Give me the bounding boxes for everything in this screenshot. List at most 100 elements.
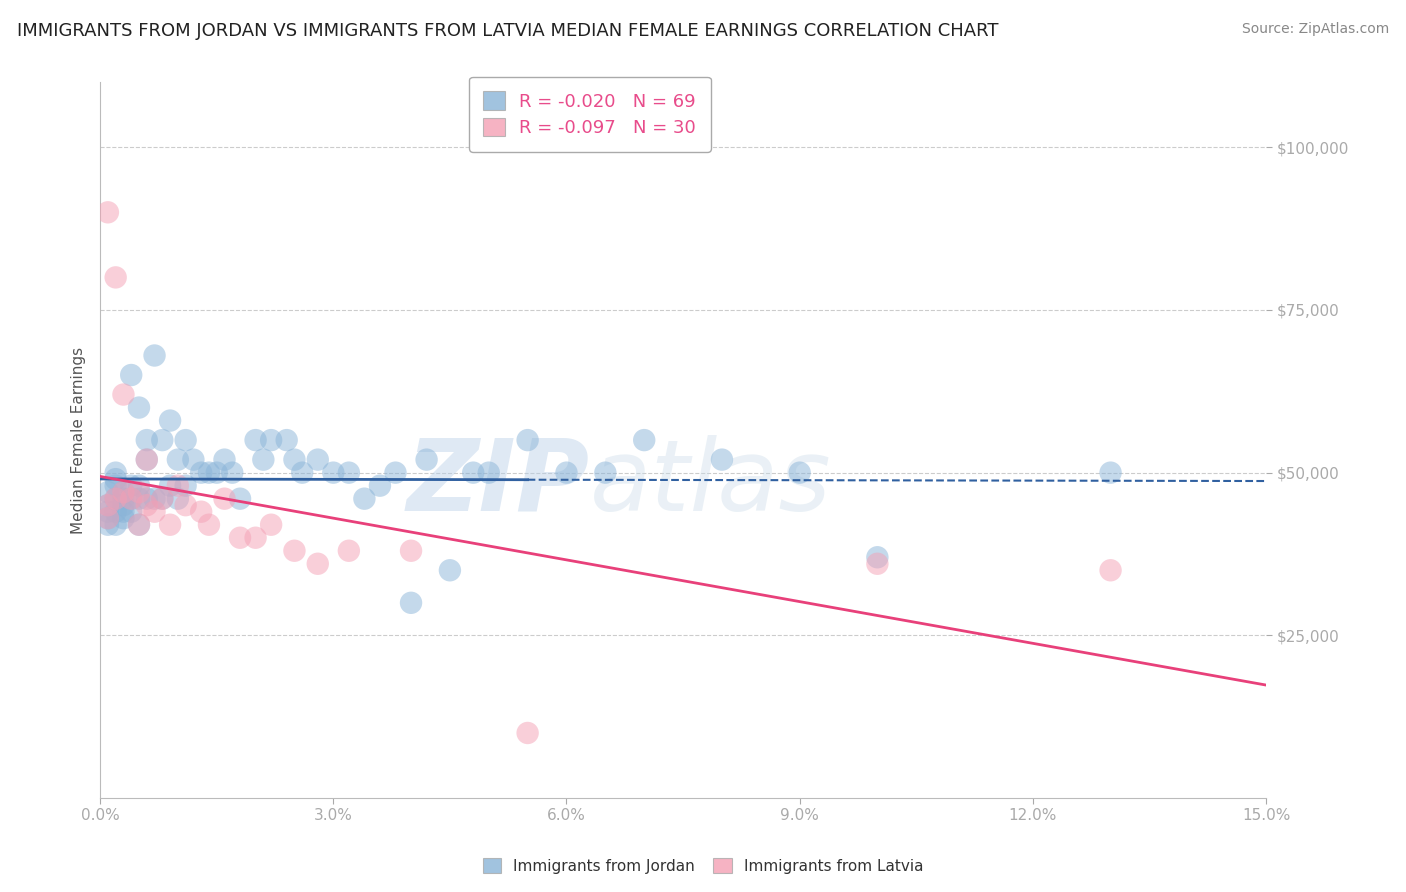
Point (789, 466, 811, 480)
Point (120, 491, 142, 506)
Point (399, 596, 422, 610)
Point (595, 466, 617, 480)
Point (128, 485, 150, 500)
Point (128, 491, 150, 506)
Point (104, 478, 127, 492)
Point (463, 466, 485, 480)
Point (112, 387, 135, 401)
Point (245, 531, 267, 545)
Point (260, 517, 283, 532)
Point (478, 466, 501, 480)
Point (135, 452, 157, 467)
Point (214, 452, 236, 467)
Point (120, 491, 142, 506)
Point (104, 517, 127, 532)
Point (183, 452, 205, 467)
Point (150, 491, 173, 506)
Point (135, 491, 157, 506)
Point (104, 505, 127, 519)
Point (104, 491, 127, 506)
Point (143, 505, 166, 519)
Point (174, 498, 197, 512)
Point (229, 531, 252, 545)
Point (174, 478, 197, 492)
Text: Source: ZipAtlas.com: Source: ZipAtlas.com (1241, 22, 1389, 37)
Legend: Immigrants from Jordan, Immigrants from Latvia: Immigrants from Jordan, Immigrants from … (477, 852, 929, 880)
Point (112, 511, 135, 525)
Point (128, 478, 150, 492)
Point (710, 452, 733, 467)
Point (252, 452, 274, 467)
Point (128, 517, 150, 532)
Point (353, 491, 375, 506)
Point (120, 478, 142, 492)
Point (112, 498, 135, 512)
Point (307, 557, 329, 571)
Point (97, 517, 120, 532)
Point (439, 563, 461, 577)
Point (384, 466, 406, 480)
Point (143, 349, 166, 363)
Point (190, 505, 212, 519)
Text: atlas: atlas (589, 434, 831, 532)
Point (174, 433, 197, 447)
Point (198, 466, 221, 480)
Point (150, 433, 173, 447)
Point (166, 491, 188, 506)
Point (190, 466, 212, 480)
Point (112, 505, 135, 519)
Point (276, 433, 298, 447)
Point (159, 414, 181, 428)
Text: ZIP: ZIP (406, 434, 589, 532)
Point (555, 466, 578, 480)
Point (229, 491, 252, 506)
Point (516, 433, 538, 447)
Point (97, 511, 120, 525)
Point (135, 433, 157, 447)
Point (112, 485, 135, 500)
Point (97, 511, 120, 525)
Point (866, 550, 889, 565)
Point (104, 270, 127, 285)
Y-axis label: Median Female Earnings: Median Female Earnings (72, 347, 86, 533)
Point (104, 472, 127, 486)
Point (368, 478, 391, 492)
Point (283, 543, 305, 558)
Point (322, 466, 344, 480)
Legend: R = -0.020   N = 69, R = -0.097   N = 30: R = -0.020 N = 69, R = -0.097 N = 30 (470, 77, 710, 152)
Point (1099, 563, 1122, 577)
Point (205, 466, 228, 480)
Point (291, 466, 314, 480)
Point (104, 491, 127, 506)
Point (128, 401, 150, 415)
Point (112, 485, 135, 500)
Point (159, 517, 181, 532)
Point (159, 478, 181, 492)
Point (97, 498, 120, 512)
Point (221, 466, 243, 480)
Point (166, 452, 188, 467)
Point (135, 498, 157, 512)
Point (97, 505, 120, 519)
Point (866, 557, 889, 571)
Point (97, 498, 120, 512)
Point (112, 491, 135, 506)
Point (120, 505, 142, 519)
Point (337, 466, 360, 480)
Point (633, 433, 655, 447)
Point (399, 543, 422, 558)
Point (516, 726, 538, 740)
Point (198, 517, 221, 532)
Text: IMMIGRANTS FROM JORDAN VS IMMIGRANTS FROM LATVIA MEDIAN FEMALE EARNINGS CORRELAT: IMMIGRANTS FROM JORDAN VS IMMIGRANTS FRO… (17, 22, 998, 40)
Point (245, 433, 267, 447)
Point (104, 466, 127, 480)
Point (214, 491, 236, 506)
Point (97, 205, 120, 219)
Point (415, 452, 437, 467)
Point (337, 543, 360, 558)
Point (150, 491, 173, 506)
Point (97, 485, 120, 500)
Point (260, 433, 283, 447)
Point (120, 368, 142, 382)
Point (283, 452, 305, 467)
